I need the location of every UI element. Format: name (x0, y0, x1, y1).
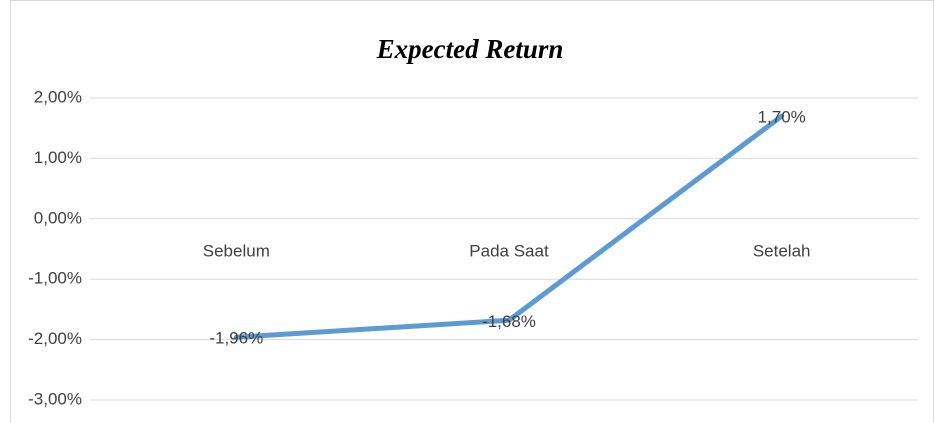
data-label: -1,68% (482, 312, 536, 331)
y-tick-label: 0,00% (34, 208, 82, 227)
x-tick-label: Sebelum (203, 241, 270, 260)
chart-frame (10, 0, 934, 423)
chart-title: Expected Return (376, 34, 564, 64)
line (233, 113, 785, 340)
y-tick-label: -1,00% (28, 269, 82, 288)
data-label: 1,70% (758, 108, 806, 127)
x-tick-label: Setelah (753, 241, 811, 260)
x-tick-label: Pada Saat (469, 241, 549, 260)
data-label: -1,96% (209, 329, 263, 348)
y-tick-label: -3,00% (28, 389, 82, 408)
y-tick-label: -2,00% (28, 329, 82, 348)
y-tick-label: 1,00% (34, 148, 82, 167)
y-tick-label: 2,00% (34, 87, 82, 106)
